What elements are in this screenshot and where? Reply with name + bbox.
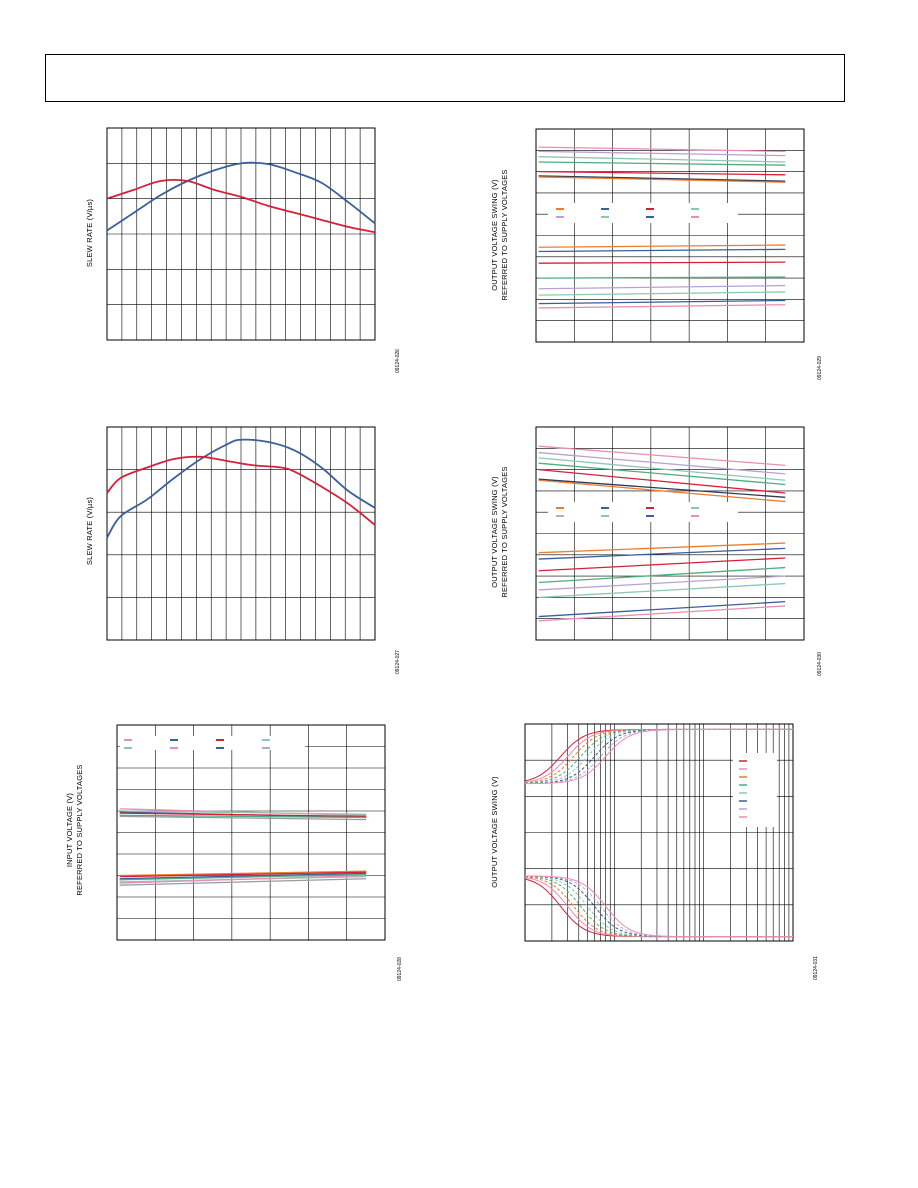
series-line-lower-red xyxy=(524,878,793,938)
series-line-gray xyxy=(119,815,367,821)
series-line-lower-orange xyxy=(524,876,793,938)
series-line-green xyxy=(538,566,786,584)
series-line-blue xyxy=(119,872,367,880)
series-line-blue xyxy=(538,299,786,305)
series-line-red xyxy=(538,468,786,494)
series-line-pink xyxy=(538,445,786,466)
series-line-upper-pink xyxy=(524,728,793,785)
page-header-box xyxy=(45,54,845,102)
series-line-green xyxy=(119,873,367,881)
series-line-orange xyxy=(538,244,786,248)
series-line-red xyxy=(119,812,367,818)
series-line-green xyxy=(538,276,786,279)
series-line-red xyxy=(119,871,367,878)
series-line-green xyxy=(538,462,786,486)
series-line-lilac xyxy=(538,150,786,157)
series-line-orange xyxy=(538,542,786,554)
series-line-lilac xyxy=(538,451,786,475)
series-line-teal xyxy=(538,156,786,163)
series-line-red xyxy=(538,261,786,264)
series-line-teal xyxy=(538,291,786,296)
series-line-orange xyxy=(538,479,786,503)
series-line-red xyxy=(106,178,376,234)
series-line-orange xyxy=(119,870,367,877)
series-line-red xyxy=(538,170,786,176)
series-line-green xyxy=(119,814,367,819)
legend-box xyxy=(733,753,777,827)
series-line-red xyxy=(538,557,786,572)
series-line-gray xyxy=(119,878,367,886)
legend-box xyxy=(548,203,738,223)
series-line-blue xyxy=(106,438,376,539)
series-line-lower-blue xyxy=(524,875,793,938)
series-line-green xyxy=(538,161,786,166)
series-line-lower-pink xyxy=(524,877,793,938)
series-line-red xyxy=(106,455,376,526)
series-line-pink xyxy=(538,146,786,153)
series-line-lower-green xyxy=(524,876,793,938)
series-line-lilac xyxy=(538,575,786,591)
series-line-lilac xyxy=(538,284,786,290)
series-line-lower-pink xyxy=(524,875,793,938)
series-line-lower-teal xyxy=(524,875,793,938)
series-line-pink xyxy=(119,874,367,884)
series-line-pink xyxy=(538,605,786,622)
series-line-pink xyxy=(538,304,786,309)
series-line-blue xyxy=(106,161,376,232)
series-line-teal xyxy=(538,457,786,481)
figure-id: 09124-031 xyxy=(813,956,819,980)
series-line-lower-lilac xyxy=(524,875,793,938)
series-line-teal xyxy=(538,582,786,599)
series-line-teal xyxy=(119,810,367,815)
legend-box xyxy=(548,502,738,522)
legend-box xyxy=(120,736,305,750)
series-line-dark xyxy=(538,175,786,182)
series-line-blue xyxy=(538,248,786,253)
series-line-blue xyxy=(538,601,786,618)
series-line-orange xyxy=(538,176,786,183)
series-line-blue xyxy=(538,547,786,560)
y-axis-label: OUTPUT VOLTAGE SWING (V) xyxy=(490,776,499,888)
series-line-dark xyxy=(538,478,786,498)
